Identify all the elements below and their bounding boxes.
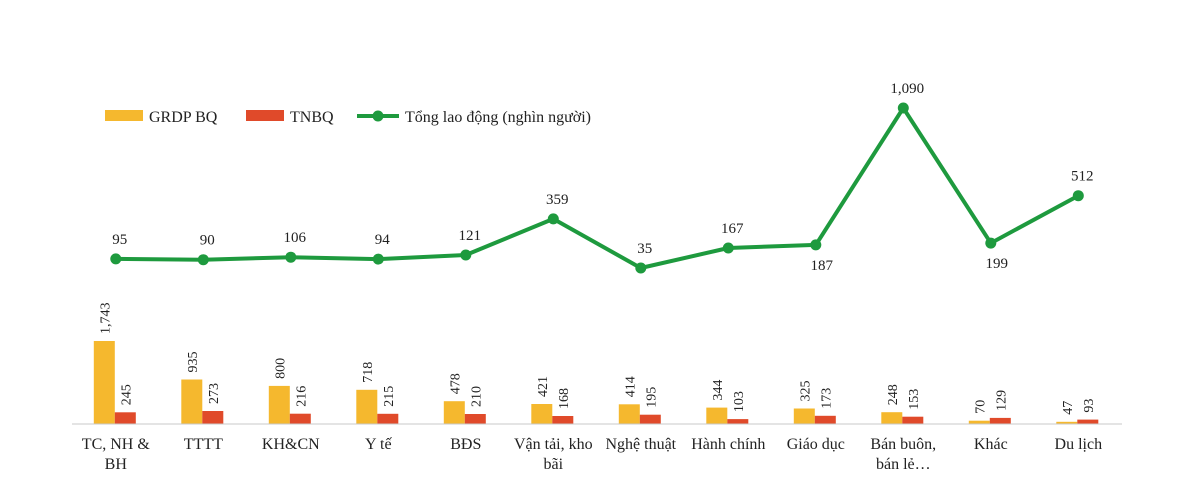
bar-tnbq-9 bbox=[902, 416, 924, 424]
line-value-label: 187 bbox=[811, 258, 834, 274]
category-label: bán lẻ… bbox=[876, 456, 931, 473]
bar-value-label: 325 bbox=[798, 381, 813, 402]
bar-tnbq-2 bbox=[289, 413, 311, 424]
bar-grdp-2 bbox=[268, 385, 290, 424]
line-point-10 bbox=[985, 237, 997, 249]
legend-swatch-labor-marker bbox=[372, 110, 384, 122]
category-label: Vận tải, kho bbox=[514, 436, 593, 453]
bar-value-label: 129 bbox=[994, 390, 1009, 411]
bar-grdp-8 bbox=[793, 408, 815, 424]
bar-value-label: 414 bbox=[623, 376, 638, 397]
bar-value-label: 800 bbox=[273, 358, 288, 379]
category-label: bãi bbox=[544, 456, 564, 473]
line-point-3 bbox=[372, 253, 384, 265]
line-value-label: 94 bbox=[375, 232, 391, 248]
bar-value-label: 168 bbox=[557, 388, 572, 409]
category-label: Hành chính bbox=[691, 436, 765, 453]
line-value-label: 167 bbox=[721, 221, 744, 237]
category-label: KH&CN bbox=[262, 436, 320, 453]
line-point-6 bbox=[635, 262, 647, 274]
bar-value-label: 210 bbox=[469, 386, 484, 407]
legend-label-labor: Tổng lao động (nghìn người) bbox=[405, 109, 591, 126]
category-label: Nghệ thuật bbox=[605, 436, 676, 453]
bar-tnbq-0 bbox=[114, 412, 136, 424]
bar-grdp-4 bbox=[443, 401, 465, 424]
bar-value-label: 195 bbox=[644, 387, 659, 408]
bar-value-label: 153 bbox=[907, 389, 922, 410]
bar-tnbq-8 bbox=[814, 415, 836, 424]
legend-swatch-grdp bbox=[105, 110, 143, 121]
bar-grdp-6 bbox=[618, 404, 640, 424]
line-total-labor bbox=[115, 106, 1080, 270]
legend-label-tnbq: TNBQ bbox=[290, 109, 334, 126]
bar-value-label: 1,743 bbox=[98, 303, 113, 335]
bar-grdp-10 bbox=[968, 420, 990, 424]
legend-swatch-tnbq bbox=[246, 110, 284, 121]
category-label: BH bbox=[105, 456, 128, 473]
bar-grdp-7 bbox=[706, 407, 728, 424]
category-labels: TC, NH & BH TTTT KH&CN Y tế BĐS Vận tải, kho bã… bbox=[82, 436, 1102, 473]
bar-grdp-11 bbox=[1056, 421, 1078, 424]
bar-tnbq-6 bbox=[639, 414, 661, 424]
bar-grdp-9 bbox=[881, 412, 903, 424]
bar-tnbq-5 bbox=[552, 416, 574, 424]
bar-value-label: 215 bbox=[382, 386, 397, 407]
bar-value-label: 478 bbox=[448, 373, 463, 394]
line-point-7 bbox=[722, 242, 734, 254]
category-label: Bán buôn, bbox=[870, 436, 936, 453]
line-point-5 bbox=[547, 213, 559, 225]
line-value-label: 106 bbox=[284, 230, 307, 246]
line-value-label: 1,090 bbox=[890, 81, 924, 97]
bar-tnbq-3 bbox=[377, 413, 399, 424]
bar-value-label: 718 bbox=[361, 362, 376, 383]
bar-value-label: 70 bbox=[973, 400, 988, 414]
bar-value-label: 344 bbox=[711, 380, 726, 401]
bar-tnbq-7 bbox=[727, 419, 749, 424]
line-point-1 bbox=[197, 254, 209, 266]
bar-tnbq-11 bbox=[1077, 419, 1099, 424]
line-value-label: 359 bbox=[546, 192, 569, 208]
line-value-label: 121 bbox=[459, 228, 482, 244]
bar-grdp-0 bbox=[93, 341, 115, 424]
category-label: Khác bbox=[974, 436, 1008, 453]
bar-tnbq-4 bbox=[464, 414, 486, 424]
line-value-label: 512 bbox=[1071, 169, 1094, 185]
category-label: TTTT bbox=[184, 436, 223, 453]
bar-value-label: 93 bbox=[1082, 399, 1097, 413]
bar-value-label: 47 bbox=[1061, 401, 1076, 415]
line-point-4 bbox=[460, 249, 472, 261]
bar-value-label: 173 bbox=[819, 388, 834, 409]
bar-value-label: 248 bbox=[886, 384, 901, 405]
category-label: Y tế bbox=[365, 436, 392, 453]
bar-tnbq-10 bbox=[989, 417, 1011, 424]
bar-grdp-5 bbox=[531, 404, 553, 424]
category-label: Du lịch bbox=[1055, 436, 1103, 453]
category-label: BĐS bbox=[450, 436, 481, 453]
bar-value-label: 216 bbox=[294, 386, 309, 407]
bar-grdp-3 bbox=[356, 389, 378, 424]
line-series: 95 90 106 94 121 359 35 167 187 1,090 199 512 bbox=[110, 81, 1094, 274]
line-value-label: 95 bbox=[112, 232, 127, 248]
category-label: Giáo dục bbox=[787, 436, 845, 453]
line-point-8 bbox=[810, 239, 822, 251]
bar-value-label: 103 bbox=[732, 391, 747, 412]
line-value-label: 35 bbox=[637, 241, 652, 257]
bar-value-label: 935 bbox=[186, 352, 201, 373]
line-value-label: 199 bbox=[986, 256, 1009, 272]
bar-value-label: 421 bbox=[536, 376, 551, 397]
line-point-9 bbox=[897, 102, 909, 114]
legend: GRDP BQ TNBQ Tổng lao động (nghìn người) bbox=[105, 109, 591, 126]
line-value-label: 90 bbox=[200, 233, 215, 249]
bar-grdp-1 bbox=[181, 379, 203, 424]
line-point-11 bbox=[1072, 190, 1084, 202]
bar-series: 1,743 935 800 718 478 421 414 344 325 248 70 47 245 2… bbox=[93, 303, 1099, 424]
bar-value-label: 273 bbox=[207, 383, 222, 404]
line-point-2 bbox=[285, 251, 297, 263]
line-point-0 bbox=[110, 253, 122, 265]
category-label: TC, NH & bbox=[82, 436, 151, 453]
legend-label-grdp: GRDP BQ bbox=[149, 109, 218, 126]
bar-value-label: 245 bbox=[119, 384, 134, 405]
bar-tnbq-1 bbox=[202, 411, 224, 424]
